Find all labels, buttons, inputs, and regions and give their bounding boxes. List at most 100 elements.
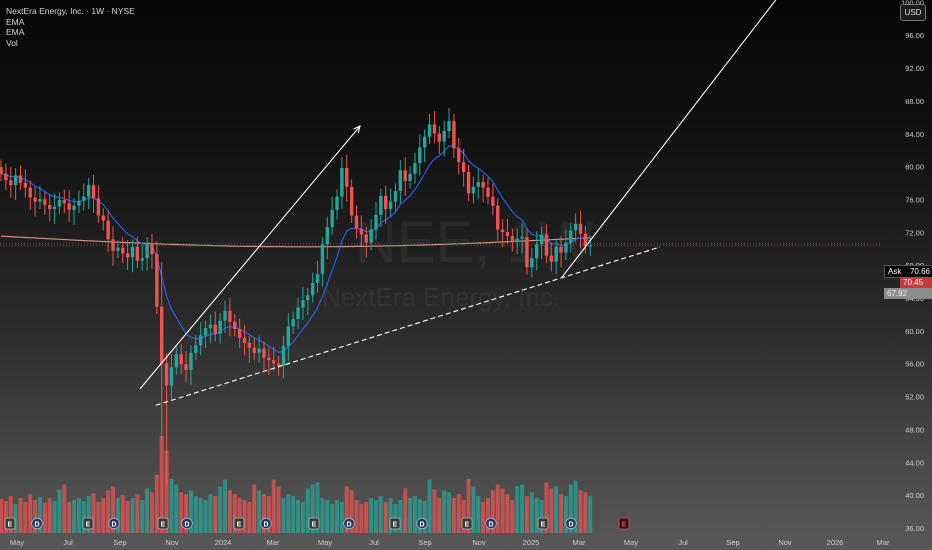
candle-body[interactable]: [510, 236, 515, 242]
candle-body[interactable]: [437, 133, 441, 142]
candle-body[interactable]: [345, 167, 349, 187]
candle-body[interactable]: [335, 196, 339, 210]
price-axis[interactable]: 36.0040.0044.0048.0052.0056.0060.0064.00…: [901, 0, 924, 533]
candle-body[interactable]: [393, 190, 398, 202]
candle-body[interactable]: [116, 247, 120, 251]
candle-body[interactable]: [189, 352, 193, 370]
candle-body[interactable]: [544, 234, 549, 256]
candle-body[interactable]: [276, 363, 281, 366]
candle-body[interactable]: [422, 136, 427, 148]
candle-body[interactable]: [101, 215, 105, 221]
candle-body[interactable]: [569, 230, 573, 243]
candle-body[interactable]: [242, 337, 247, 343]
candle-body[interactable]: [169, 367, 174, 386]
candle-body[interactable]: [364, 234, 368, 243]
candlesticks[interactable]: [0, 107, 592, 485]
candle-body[interactable]: [408, 173, 412, 182]
candle-body[interactable]: [418, 147, 422, 164]
candle-body[interactable]: [496, 205, 500, 230]
candle-body[interactable]: [43, 199, 47, 205]
candle-body[interactable]: [233, 321, 237, 329]
candle-body[interactable]: [549, 255, 554, 262]
candle-body[interactable]: [179, 354, 183, 365]
candle-body[interactable]: [198, 335, 203, 346]
earnings-marker[interactable]: E: [537, 517, 549, 530]
candle-body[interactable]: [442, 130, 446, 142]
candle-body[interactable]: [150, 244, 154, 255]
candle-body[interactable]: [145, 244, 149, 259]
candle-body[interactable]: [286, 326, 291, 347]
candle-body[interactable]: [325, 227, 329, 245]
candle-body[interactable]: [9, 180, 13, 186]
candle-body[interactable]: [121, 247, 125, 254]
legend-ema-1[interactable]: EMA: [6, 16, 25, 27]
candle-body[interactable]: [247, 342, 252, 348]
candle-body[interactable]: [505, 232, 510, 237]
candle-body[interactable]: [82, 196, 86, 201]
candle-body[interactable]: [466, 172, 471, 194]
projection-arrow-line[interactable]: [139, 125, 361, 390]
earnings-marker[interactable]: E: [4, 517, 16, 530]
candle-body[interactable]: [515, 238, 519, 242]
earnings-marker[interactable]: E: [389, 517, 401, 530]
candle-body[interactable]: [13, 175, 18, 186]
time-axis[interactable]: May Jul Sep Nov 2024 Mar May Jul Sep Nov 2025 Mar Ma…: [10, 538, 890, 547]
candle-body[interactable]: [203, 328, 208, 336]
dividend-marker[interactable]: D: [565, 517, 577, 530]
candle-body[interactable]: [588, 245, 592, 247]
candle-body[interactable]: [476, 181, 480, 187]
dividend-marker[interactable]: D: [31, 517, 43, 530]
earnings-marker[interactable]: E: [82, 517, 94, 530]
candle-body[interactable]: [374, 214, 378, 230]
candle-body[interactable]: [384, 195, 388, 210]
candle-body[interactable]: [330, 209, 334, 228]
candle-body[interactable]: [184, 364, 188, 370]
candle-body[interactable]: [72, 205, 76, 210]
candle-body[interactable]: [354, 215, 359, 229]
candle-body[interactable]: [257, 348, 261, 353]
candle-body[interactable]: [96, 198, 101, 216]
dividend-marker[interactable]: D: [108, 517, 120, 530]
candle-body[interactable]: [340, 167, 344, 197]
candle-body[interactable]: [237, 328, 242, 338]
candle-body[interactable]: [539, 234, 544, 245]
candle-body[interactable]: [388, 201, 393, 210]
candle-body[interactable]: [125, 253, 130, 258]
earnings-marker[interactable]: E: [618, 517, 630, 530]
candle-body[interactable]: [291, 319, 295, 327]
candle-body[interactable]: [135, 246, 140, 261]
currency-button[interactable]: USD: [900, 4, 926, 21]
candle-body[interactable]: [106, 220, 110, 240]
candle-body[interactable]: [447, 121, 451, 131]
legend-ema-2[interactable]: EMA: [6, 27, 25, 37]
candle-body[interactable]: [174, 354, 179, 368]
candle-body[interactable]: [520, 236, 524, 239]
candle-body[interactable]: [86, 185, 91, 197]
candle-body[interactable]: [33, 197, 37, 202]
candle-body[interactable]: [218, 320, 222, 334]
candle-body[interactable]: [57, 199, 62, 207]
candle-body[interactable]: [262, 348, 266, 358]
candle-body[interactable]: [315, 273, 320, 283]
candle-body[interactable]: [530, 258, 534, 268]
candle-body[interactable]: [471, 186, 476, 194]
legend-title[interactable]: NextEra Energy, Inc. · 1W · NYSE: [6, 6, 135, 16]
earnings-marker[interactable]: E: [461, 517, 473, 530]
candle-body[interactable]: [164, 363, 169, 386]
candle-body[interactable]: [77, 200, 81, 206]
candle-body[interactable]: [91, 185, 96, 199]
candle-body[interactable]: [403, 170, 407, 182]
dividend-marker[interactable]: D: [260, 517, 272, 530]
candle-body[interactable]: [23, 182, 28, 188]
candle-body[interactable]: [452, 121, 456, 149]
candle-body[interactable]: [213, 324, 217, 334]
candle-body[interactable]: [48, 204, 52, 210]
earnings-marker[interactable]: E: [157, 517, 169, 530]
candle-body[interactable]: [320, 244, 325, 274]
candle-body[interactable]: [349, 186, 354, 216]
candle-body[interactable]: [554, 246, 558, 262]
dividend-marker[interactable]: D: [485, 517, 497, 530]
candle-body[interactable]: [398, 170, 403, 191]
